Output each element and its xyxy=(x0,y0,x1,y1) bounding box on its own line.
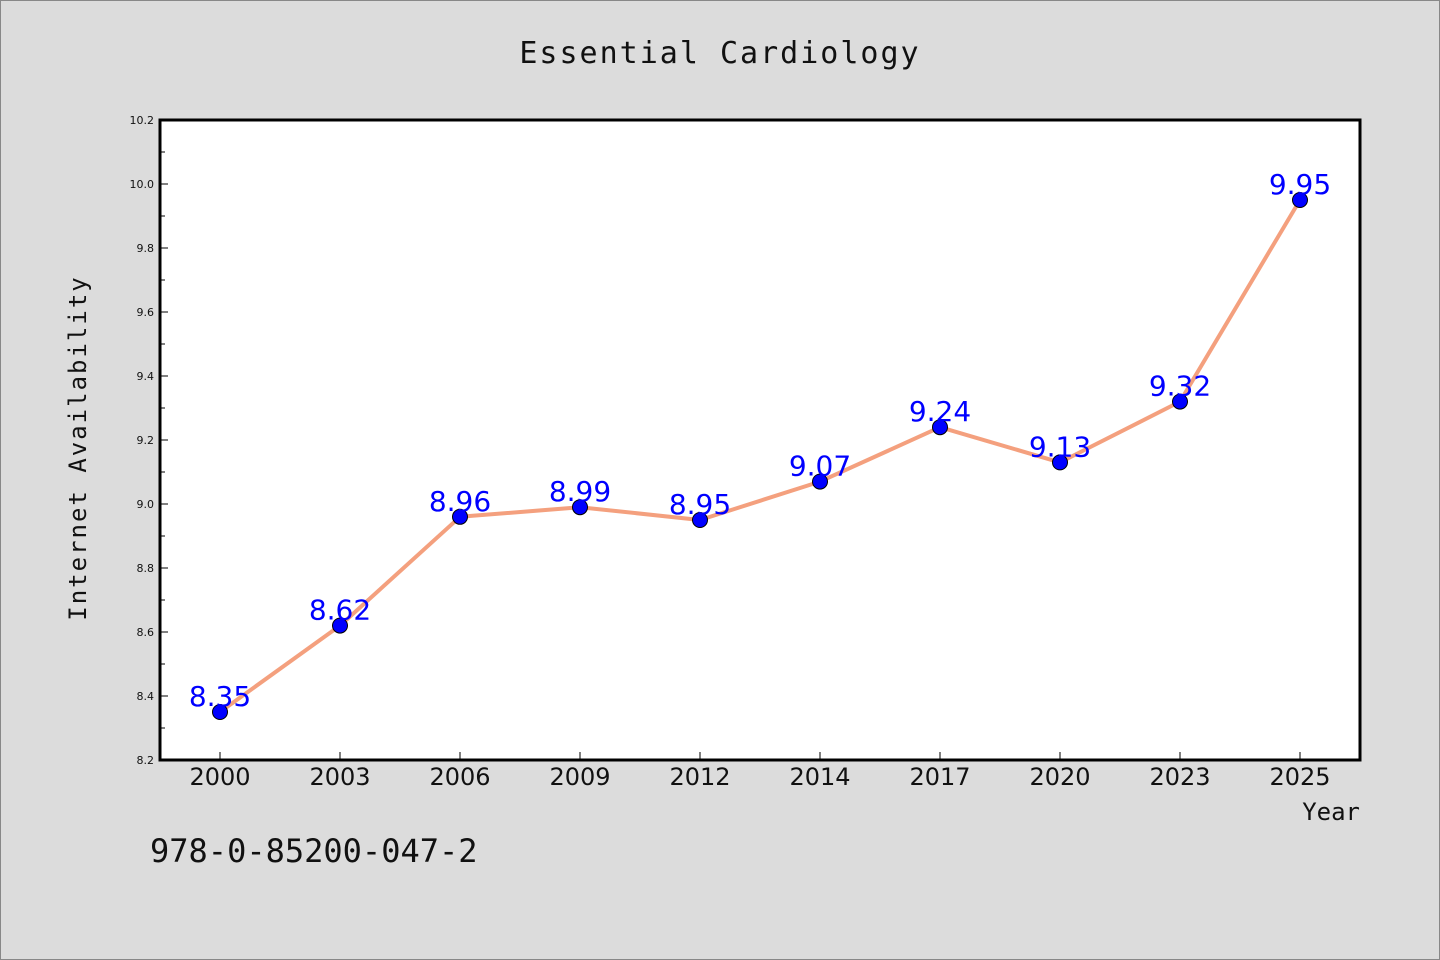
data-label: 9.95 xyxy=(1269,168,1331,201)
x-tick-label: 2006 xyxy=(429,763,490,791)
data-point xyxy=(692,512,708,528)
x-tick-label: 2017 xyxy=(909,763,970,791)
x-tick-label: 2023 xyxy=(1149,763,1210,791)
y-tick-label: 10.0 xyxy=(130,178,155,191)
x-tick-label: 2014 xyxy=(789,763,850,791)
data-point xyxy=(1172,393,1188,410)
data-point xyxy=(452,508,468,525)
x-tick-label: 2020 xyxy=(1029,763,1090,791)
x-tick-label: 2003 xyxy=(309,763,370,791)
data-point xyxy=(1292,192,1308,208)
data-label: 9.07 xyxy=(789,450,851,483)
y-tick-label: 8.6 xyxy=(137,626,155,639)
x-tick-label: 2025 xyxy=(1269,763,1330,791)
data-label: 9.32 xyxy=(1149,370,1211,403)
data-point xyxy=(332,617,348,634)
data-point xyxy=(812,473,828,490)
data-markers xyxy=(212,192,1308,720)
data-label: 9.13 xyxy=(1029,430,1091,463)
chart-title: Essential Cardiology xyxy=(519,36,920,71)
y-axis-label: Internet Availability xyxy=(64,275,92,620)
y-tick-label: 8.2 xyxy=(137,754,155,767)
x-tick-label: 2012 xyxy=(669,763,730,791)
series-line xyxy=(218,198,1302,714)
data-label: 8.95 xyxy=(669,488,731,521)
data-label: 8.99 xyxy=(549,475,611,508)
y-tick-label: 10.2 xyxy=(130,114,155,127)
y-tick-label: 8.4 xyxy=(137,690,155,703)
y-tick-label: 9.6 xyxy=(137,306,155,319)
footnote-isbn: 978-0-85200-047-2 xyxy=(150,832,478,870)
y-tick-label: 9.4 xyxy=(137,370,155,383)
y-tick-label: 8.8 xyxy=(137,562,155,575)
x-axis-label: Year xyxy=(1302,798,1360,826)
data-point xyxy=(1052,454,1068,471)
y-tick-label: 9.0 xyxy=(137,498,155,511)
plot-frame xyxy=(158,118,1362,762)
data-label: 8.96 xyxy=(429,485,491,518)
data-point xyxy=(572,499,588,516)
data-point xyxy=(932,419,948,436)
x-tick-label: 2009 xyxy=(549,763,610,791)
x-axis-ticks: 2000 2003 2006 2009 2012 2014 2017 2020 2023 2025 xyxy=(189,752,1331,791)
data-label: 8.35 xyxy=(189,680,251,713)
data-point xyxy=(212,704,228,720)
data-labels: 8.35 8.62 8.96 8.99 8.95 9.07 9.24 9.13 9.32 9.95 xyxy=(189,168,1331,713)
plot-area xyxy=(160,120,1360,760)
data-label: 8.62 xyxy=(309,594,371,627)
x-tick-label: 2000 xyxy=(189,763,250,791)
data-label: 9.24 xyxy=(909,395,971,428)
y-tick-label: 9.8 xyxy=(137,242,155,255)
y-tick-label: 9.2 xyxy=(137,434,155,447)
